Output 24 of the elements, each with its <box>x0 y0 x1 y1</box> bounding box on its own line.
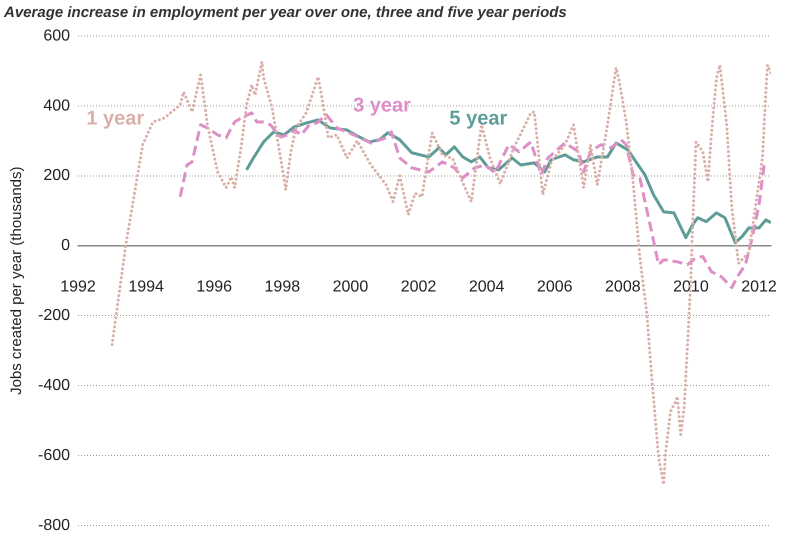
y-tick-label: -600 <box>38 446 70 464</box>
x-tick-label: 1994 <box>128 278 164 296</box>
series-label: 3 year <box>353 94 412 116</box>
y-tick-label: 200 <box>43 167 70 184</box>
x-tick-label: 1992 <box>60 278 96 296</box>
x-tick-label: 1996 <box>196 278 232 296</box>
y-tick-label: 400 <box>43 97 70 114</box>
y-tick-label: -800 <box>38 516 70 534</box>
x-tick-label: 2002 <box>400 278 436 296</box>
x-tick-label: 2012 <box>741 278 777 296</box>
x-tick-label: 2010 <box>673 278 709 296</box>
x-tick-label: 2004 <box>468 278 505 296</box>
x-tick-label: 1998 <box>264 278 300 296</box>
y-tick-label: -400 <box>38 376 70 394</box>
y-tick-label: 0 <box>61 237 70 254</box>
chart-title: Average increase in employment per year over one, three and five year periods <box>3 4 567 22</box>
series-label: 5 year <box>449 108 508 130</box>
x-tick-label: 2008 <box>605 278 641 296</box>
y-tick-label: 600 <box>43 27 70 44</box>
x-tick-label: 2000 <box>332 278 368 296</box>
y-axis-title: Jobs created per year (thousands) <box>8 166 26 395</box>
series-label: 1 year <box>86 108 144 130</box>
y-tick-label: -200 <box>38 307 70 324</box>
x-tick-label: 2006 <box>536 278 573 296</box>
